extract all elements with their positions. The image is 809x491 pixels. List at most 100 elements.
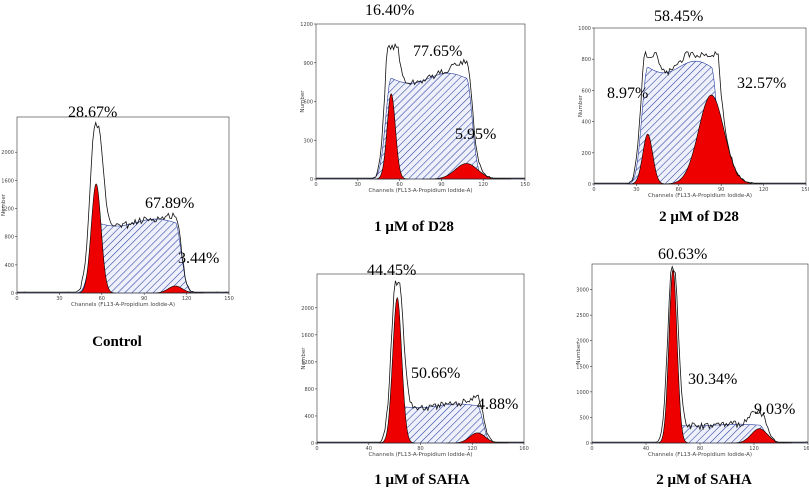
d28-2um-x-tick-label: 60: [676, 187, 682, 193]
saha-2um-x-tick-label: 80: [697, 446, 703, 452]
control-y-tick-label: 0: [11, 291, 14, 297]
d28-2um-y-tick-label: 400: [581, 120, 591, 126]
saha-2um-g1-percent: 60.63%: [658, 246, 707, 263]
saha-2um-x-axis-label: Channels (FL13-A-Propidium Iodide-A): [648, 452, 752, 458]
saha-1um-g2-percent: 4.88%: [477, 396, 518, 413]
saha-2um-x-tick-label: 120: [749, 446, 759, 452]
control-y-axis-label: Number: [1, 193, 7, 216]
control-y-tick-label: 2000: [1, 150, 14, 156]
d28-2um-g1-peak: [627, 133, 668, 185]
d28-2um-g2-percent: 32.57%: [737, 75, 786, 92]
d28-2um-x-tick-label: 150: [801, 187, 809, 193]
caption-d28-2um: 2 μM of D28: [659, 209, 739, 225]
d28-2um-y-tick-label: 600: [581, 88, 591, 94]
saha-2um-y-tick-label: 500: [579, 415, 589, 421]
saha-2um-s-percent: 30.34%: [688, 371, 737, 388]
d28-2um-y-tick-label: 0: [588, 182, 591, 188]
control-x-tick-label: 90: [141, 296, 147, 302]
control-y-tick-label: 400: [4, 263, 14, 269]
d28-2um-x-tick-label: 120: [759, 187, 769, 193]
control-x-tick-label: 150: [224, 296, 234, 302]
caption-d28-1um: 1 μM of D28: [374, 219, 454, 235]
d28-1um-g2-peak: [421, 163, 512, 180]
caption-control: Control: [92, 334, 142, 350]
d28-1um-x-tick-label: 90: [438, 182, 444, 188]
d28-1um-x-tick-label: 30: [355, 182, 361, 188]
saha-2um-y-tick-label: 2500: [576, 313, 589, 319]
control-histogram-line: [17, 121, 229, 293]
saha-1um-x-tick-label: 0: [315, 446, 318, 452]
control-y-tick-label: 1200: [1, 207, 14, 213]
saha-2um-y-tick-label: 1000: [576, 390, 589, 396]
d28-1um-y-tick-label: 300: [303, 138, 313, 144]
saha-2um-y-tick-label: 3000: [576, 288, 589, 294]
d28-1um-x-tick-label: 150: [520, 182, 530, 188]
d28-2um-y-tick-label: 200: [581, 151, 591, 157]
saha-2um-y-tick-label: 0: [586, 441, 589, 447]
d28-2um-y-axis-label: Number: [578, 94, 584, 117]
d28-1um-x-tick-label: 120: [478, 182, 488, 188]
d28-2um-x-tick-label: 90: [718, 187, 724, 193]
d28-2um-y-tick-label: 1000: [578, 26, 591, 32]
saha-1um-y-tick-label: 800: [304, 387, 314, 393]
d28-1um-g1-percent: 16.40%: [365, 2, 414, 19]
saha-1um-y-tick-label: 0: [311, 441, 314, 447]
saha-1um-y-axis-label: Number: [301, 347, 307, 370]
saha-1um-x-axis-label: Channels (FL13-A-Propidium Iodide-A): [368, 452, 472, 458]
saha-1um-y-tick-label: 1600: [301, 333, 314, 339]
control-plot-frame: [16, 116, 230, 294]
saha-2um-g2-percent: 9.03%: [754, 401, 795, 418]
d28-1um-histogram-line: [315, 43, 525, 179]
d28-2um-s-percent: 58.45%: [654, 8, 703, 25]
control-x-tick-label: 30: [56, 296, 62, 302]
d28-2um-x-tick-label: 30: [633, 187, 639, 193]
d28-1um-y-tick-label: 1200: [300, 22, 313, 28]
d28-1um-x-tick-label: 60: [396, 182, 402, 188]
control-x-tick-label: 120: [182, 296, 192, 302]
d28-1um-s-percent: 77.65%: [413, 43, 462, 60]
control-x-tick-label: 60: [99, 296, 105, 302]
control-g1-percent: 28.67%: [68, 104, 117, 121]
d28-1um-g1-peak: [374, 93, 409, 180]
saha-2um-x-tick-label: 160: [803, 446, 809, 452]
panel-control: 0 30 60 90 120 150 0 400 800 1200 1600 2000 Channels…: [1, 116, 234, 308]
panel-d28-1um: 0 30 60 90 120 150 0 300 600 900 1200 Channels (FL1…: [300, 22, 530, 194]
d28-1um-x-axis-label: Channels (FL13-A-Propidium Iodide-A): [368, 188, 472, 194]
saha-1um-y-tick-label: 2000: [301, 306, 314, 312]
caption-saha-1um: 1 μM of SAHA: [374, 472, 470, 488]
saha-1um-x-tick-label: 40: [366, 446, 372, 452]
saha-1um-g1-percent: 44.45%: [367, 262, 416, 279]
saha-2um-y-tick-label: 2000: [576, 339, 589, 345]
saha-1um-s-percent: 50.66%: [411, 365, 460, 382]
d28-1um-y-tick-label: 0: [310, 177, 313, 183]
d28-1um-y-tick-label: 900: [303, 61, 313, 67]
control-y-tick-label: 800: [4, 235, 14, 241]
saha-1um-x-tick-label: 160: [519, 446, 529, 452]
saha-2um-histogram-line: [592, 265, 809, 443]
saha-2um-y-tick-label: 1500: [576, 364, 589, 370]
d28-2um-plot-frame: [593, 27, 807, 185]
panel-d28-2um: 0 30 60 90 120 150 0 200 400 600 800 1000 Channels (…: [578, 26, 809, 199]
d28-1um-y-tick-label: 600: [303, 100, 313, 106]
saha-2um-x-tick-label: 0: [590, 446, 593, 452]
caption-saha-2um: 2 μM of SAHA: [656, 472, 752, 488]
control-x-tick-label: 0: [15, 296, 18, 302]
saha-2um-x-tick-label: 40: [643, 446, 649, 452]
saha-2um-s-phase-area: [592, 423, 808, 444]
d28-2um-g1-percent: 8.97%: [607, 85, 648, 102]
d28-2um-x-tick-label: 0: [592, 187, 595, 193]
saha-1um-y-tick-label: 400: [304, 414, 314, 420]
control-g1-peak: [76, 183, 116, 294]
control-g2-percent: 3.44%: [178, 250, 219, 267]
d28-2um-x-axis-label: Channels (FL13-A-Propidium Iodide-A): [648, 193, 752, 199]
control-y-tick-label: 1600: [1, 178, 14, 184]
d28-1um-g2-percent: 5.95%: [455, 126, 496, 143]
saha-1um-histogram-line: [317, 280, 524, 443]
saha-2um-y-axis-label: Number: [576, 342, 582, 365]
saha-2um-g2-peak: [727, 428, 792, 444]
control-x-axis-label: Channels (FL13-A-Propidium Iodide-A): [71, 302, 175, 308]
saha-1um-x-tick-label: 120: [467, 446, 477, 452]
saha-1um-x-tick-label: 80: [417, 446, 423, 452]
